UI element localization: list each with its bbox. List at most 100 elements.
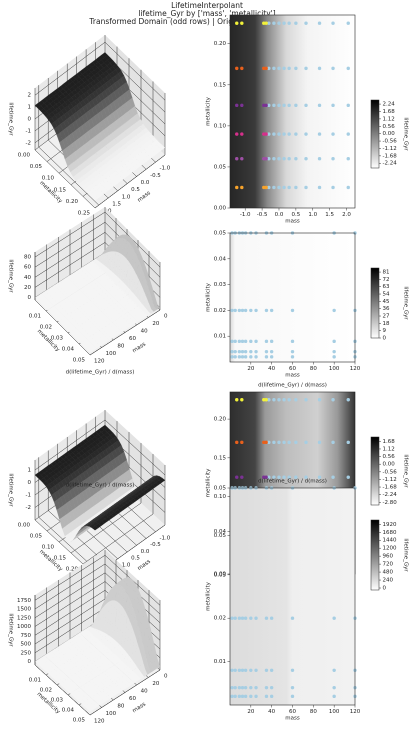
point bbox=[294, 66, 298, 71]
point bbox=[254, 339, 258, 344]
point bbox=[290, 339, 295, 344]
surface-facet bbox=[92, 525, 99, 531]
contour-field bbox=[230, 488, 355, 705]
colorbar-tick-label: 0 bbox=[383, 586, 387, 592]
y-tick-label: 0.05 bbox=[73, 358, 86, 364]
point bbox=[262, 103, 266, 108]
z-tick-label: 1750 bbox=[17, 598, 31, 604]
point bbox=[264, 66, 268, 71]
x-tick-label: 120 bbox=[94, 719, 105, 725]
point bbox=[269, 694, 274, 699]
point bbox=[233, 694, 237, 699]
z-axis-label: lifetime_Gyr bbox=[8, 473, 14, 507]
point bbox=[240, 685, 245, 690]
x-tick-label: 100 bbox=[329, 366, 340, 372]
x-tick-label: 120 bbox=[350, 366, 361, 372]
point bbox=[272, 475, 276, 479]
point bbox=[249, 308, 253, 313]
point bbox=[233, 616, 237, 620]
colorbar-tick-label: 27 bbox=[383, 314, 390, 320]
point bbox=[304, 185, 308, 190]
point bbox=[243, 668, 248, 672]
point bbox=[267, 185, 271, 190]
surface-facet bbox=[87, 707, 94, 712]
y-tick-label: 0.10 bbox=[214, 123, 227, 129]
point bbox=[230, 694, 234, 699]
point bbox=[332, 694, 336, 699]
point bbox=[235, 398, 239, 402]
colorbar-tick-label: -1.68 bbox=[383, 153, 398, 159]
point bbox=[233, 349, 237, 354]
surface-facet bbox=[87, 347, 94, 353]
z-tick-label: 0 bbox=[28, 480, 32, 486]
point bbox=[332, 339, 336, 344]
point bbox=[243, 694, 248, 699]
point bbox=[240, 616, 245, 620]
x-axis-label: mass bbox=[285, 219, 300, 225]
point bbox=[235, 440, 239, 445]
panel-title: d(lifetime_Gyr) / d(mass) bbox=[66, 370, 135, 376]
point bbox=[264, 685, 269, 690]
point bbox=[277, 440, 281, 445]
grid-line bbox=[82, 454, 154, 565]
x-axis-label: mass bbox=[285, 716, 300, 722]
y-tick-label: 0.20 bbox=[214, 417, 227, 423]
z-tick-label: 40 bbox=[24, 275, 31, 281]
colorbar-tick-label: 36 bbox=[383, 306, 390, 312]
point bbox=[287, 185, 291, 190]
x-tick-label: 20 bbox=[152, 321, 159, 327]
point bbox=[264, 694, 269, 699]
x-tick-label: 2.0 bbox=[342, 212, 351, 218]
point bbox=[317, 185, 322, 190]
y-tick-label: 0.20 bbox=[214, 41, 227, 47]
point bbox=[287, 66, 291, 71]
y-tick-label: 0.00 bbox=[214, 572, 227, 578]
point bbox=[240, 355, 245, 359]
y-tick-label: 0.15 bbox=[54, 556, 67, 562]
colorbar-tick-label: 0.00 bbox=[383, 462, 396, 468]
point bbox=[287, 157, 291, 161]
point bbox=[240, 66, 244, 71]
point bbox=[237, 668, 242, 672]
point bbox=[290, 349, 295, 354]
colorbar-tick-label: 0.56 bbox=[383, 124, 396, 130]
point bbox=[317, 398, 322, 402]
point bbox=[254, 349, 258, 354]
x-tick-label: 1.0 bbox=[308, 212, 317, 218]
point bbox=[240, 21, 244, 25]
point bbox=[346, 185, 350, 190]
point bbox=[277, 21, 281, 25]
point bbox=[269, 308, 274, 313]
point bbox=[233, 355, 237, 359]
point bbox=[269, 349, 274, 354]
point bbox=[235, 103, 239, 108]
axis-line bbox=[94, 154, 166, 209]
colorbar-label: lifetime_Gyr bbox=[403, 454, 409, 488]
y-tick-label: 0.05 bbox=[30, 164, 43, 170]
point bbox=[331, 132, 335, 136]
point bbox=[269, 685, 274, 690]
y-tick-label: 0.05 bbox=[214, 231, 227, 237]
x-tick-label: 120 bbox=[350, 709, 361, 715]
point bbox=[237, 616, 242, 620]
z-tick-label: 1250 bbox=[17, 615, 31, 621]
panel-title: d(lifetime_Gyr) / d(mass) bbox=[258, 479, 327, 485]
point bbox=[269, 355, 274, 359]
x-tick-label: 1.0 bbox=[122, 194, 131, 200]
point bbox=[287, 103, 291, 108]
colorbar-tick-label: 9 bbox=[383, 328, 387, 334]
point bbox=[235, 21, 239, 25]
colorbar bbox=[370, 436, 380, 506]
colorbar-tick-label: 1680 bbox=[383, 530, 397, 536]
y-tick-label: 0.05 bbox=[214, 164, 227, 170]
point bbox=[262, 132, 266, 136]
colorbar-tick-label: -0.56 bbox=[383, 469, 398, 475]
x-tick-label: 1.5 bbox=[112, 201, 121, 207]
z-tick-label: 0 bbox=[28, 659, 32, 665]
point bbox=[294, 21, 298, 25]
x-tick-label: 80 bbox=[310, 366, 317, 372]
z-tick-label: 1000 bbox=[17, 624, 31, 630]
point bbox=[264, 157, 268, 161]
z-tick-label: -1 bbox=[26, 493, 31, 499]
